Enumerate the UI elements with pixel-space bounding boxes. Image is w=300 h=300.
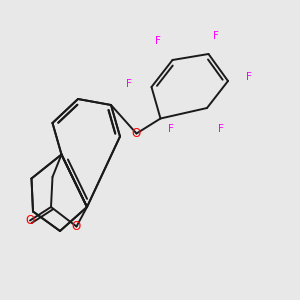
Text: F: F [213,31,219,41]
Text: F: F [126,79,132,89]
Text: O: O [132,127,141,140]
Text: F: F [168,124,174,134]
Text: F: F [154,35,160,46]
Text: F: F [218,124,224,134]
Text: F: F [246,71,252,82]
Text: O: O [26,214,34,227]
Text: O: O [72,220,81,233]
